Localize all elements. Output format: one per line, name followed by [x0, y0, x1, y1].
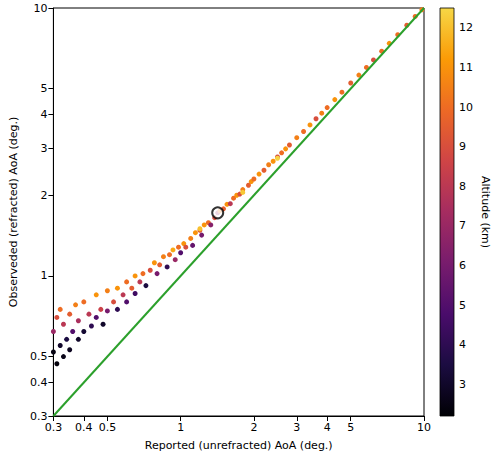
svg-text:12: 12 [459, 21, 473, 34]
svg-text:0.3: 0.3 [29, 409, 48, 423]
svg-text:4: 4 [459, 338, 466, 351]
svg-text:1: 1 [40, 269, 47, 282]
svg-text:4: 4 [324, 421, 331, 434]
svg-text:0.5: 0.5 [30, 350, 48, 363]
svg-text:0.3: 0.3 [45, 421, 63, 434]
svg-text:11: 11 [459, 61, 473, 74]
svg-text:10: 10 [417, 421, 431, 434]
svg-text:8: 8 [459, 180, 466, 193]
svg-text:9: 9 [459, 140, 466, 153]
svg-text:Reported (unrefracted) AoA (de: Reported (unrefracted) AoA (deg.) [145, 439, 333, 452]
svg-text:1: 1 [177, 421, 184, 434]
svg-text:5: 5 [459, 299, 466, 312]
svg-text:10: 10 [33, 2, 47, 15]
svg-text:0.4: 0.4 [75, 421, 93, 434]
svg-text:Observeded (refracted) AoA (de: Observeded (refracted) AoA (deg.) [7, 117, 20, 307]
svg-text:5: 5 [40, 82, 47, 95]
svg-text:4: 4 [40, 108, 47, 121]
svg-text:6: 6 [459, 259, 466, 272]
svg-text:0.4: 0.4 [30, 376, 48, 389]
svg-text:2: 2 [250, 421, 257, 434]
svg-text:0.5: 0.5 [99, 421, 117, 434]
svg-text:5: 5 [347, 421, 354, 434]
svg-text:2: 2 [40, 189, 47, 202]
svg-text:7: 7 [459, 219, 466, 232]
svg-text:3: 3 [40, 142, 47, 155]
svg-text:Altitude (km): Altitude (km) [479, 176, 492, 248]
svg-text:3: 3 [459, 378, 466, 391]
svg-text:3: 3 [293, 421, 300, 434]
svg-text:10: 10 [459, 101, 473, 114]
